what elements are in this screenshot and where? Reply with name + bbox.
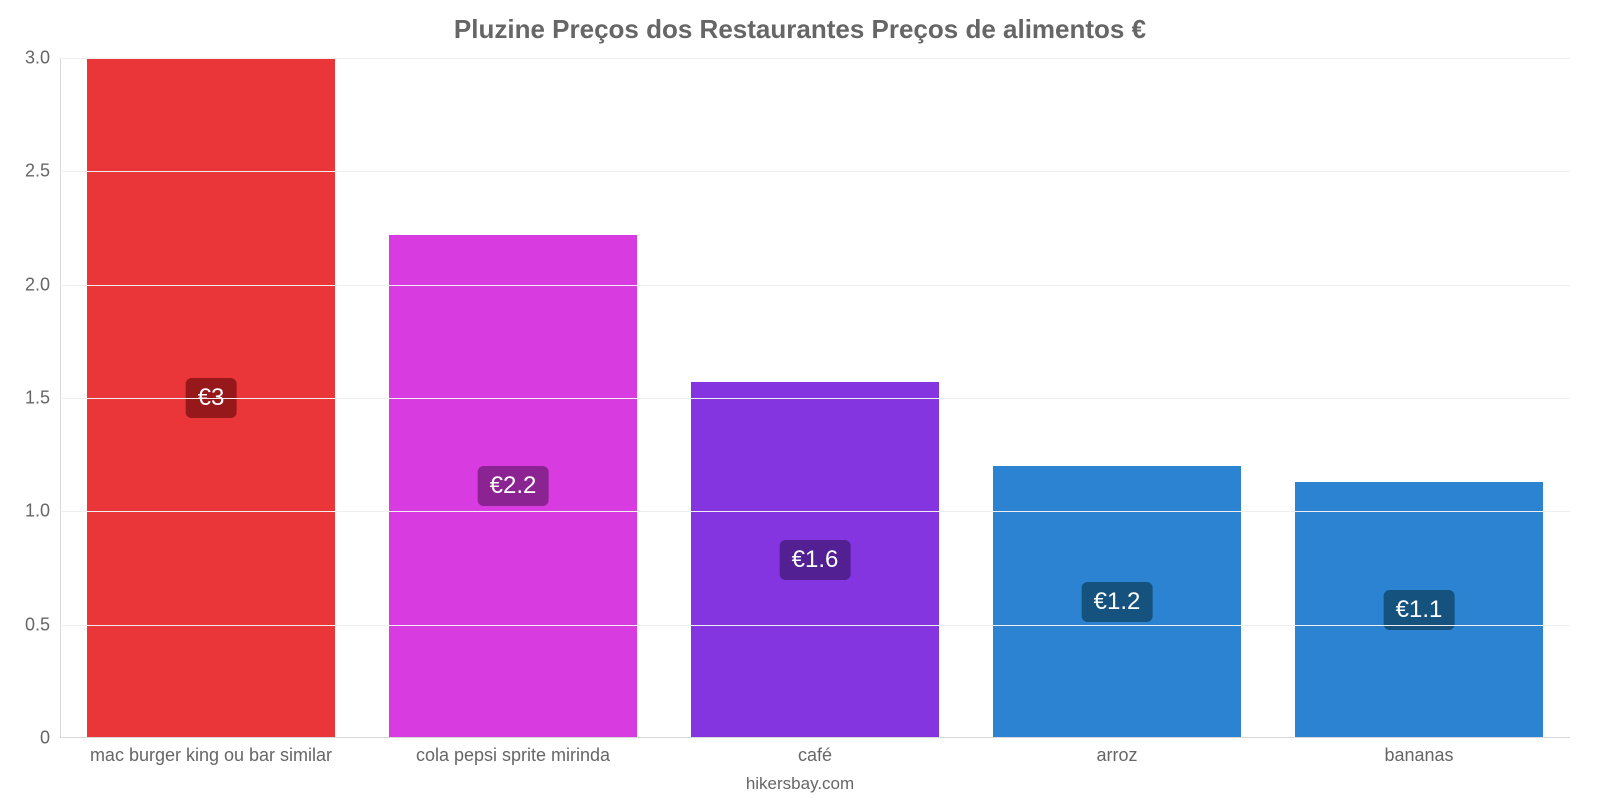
x-axis-label: bananas <box>1268 745 1570 766</box>
bar: €1.2 <box>993 466 1241 738</box>
plot-area: €3€2.2€1.6€1.2€1.1 00.51.01.52.02.53.0 <box>60 58 1570 738</box>
grid-line <box>60 398 1570 399</box>
y-tick-label: 2.5 <box>25 161 50 182</box>
y-tick-label: 0.5 <box>25 614 50 635</box>
bar: €2.2 <box>389 235 637 738</box>
grid-line <box>60 285 1570 286</box>
y-tick-label: 1.0 <box>25 501 50 522</box>
chart-footer: hikersbay.com <box>0 774 1600 794</box>
chart-title: Pluzine Preços dos Restaurantes Preços d… <box>0 14 1600 45</box>
grid-line <box>60 58 1570 59</box>
grid-line <box>60 511 1570 512</box>
bar: €1.1 <box>1295 482 1543 738</box>
price-bar-chart: Pluzine Preços dos Restaurantes Preços d… <box>0 0 1600 800</box>
value-badge: €1.6 <box>780 540 851 580</box>
x-axis-label: mac burger king ou bar similar <box>60 745 362 766</box>
y-tick-label: 2.0 <box>25 274 50 295</box>
y-tick-label: 0 <box>40 728 50 749</box>
x-axis-label: cola pepsi sprite mirinda <box>362 745 664 766</box>
grid-line <box>60 171 1570 172</box>
bar: €1.6 <box>691 382 939 738</box>
x-axis-label: arroz <box>966 745 1268 766</box>
x-axis-labels: mac burger king ou bar similarcola pepsi… <box>60 745 1570 766</box>
y-tick-label: 3.0 <box>25 48 50 69</box>
x-axis-label: café <box>664 745 966 766</box>
value-badge: €1.2 <box>1082 582 1153 622</box>
y-tick-label: 1.5 <box>25 388 50 409</box>
value-badge: €2.2 <box>478 466 549 506</box>
grid-line <box>60 625 1570 626</box>
x-axis-line <box>60 737 1570 738</box>
